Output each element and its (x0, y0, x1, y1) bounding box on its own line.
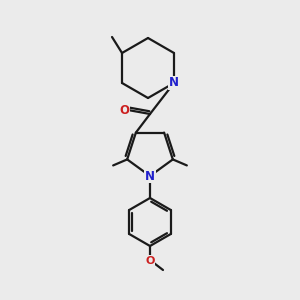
Text: O: O (119, 103, 129, 116)
Text: O: O (145, 256, 155, 266)
Text: N: N (145, 169, 155, 182)
Text: N: N (169, 76, 179, 89)
